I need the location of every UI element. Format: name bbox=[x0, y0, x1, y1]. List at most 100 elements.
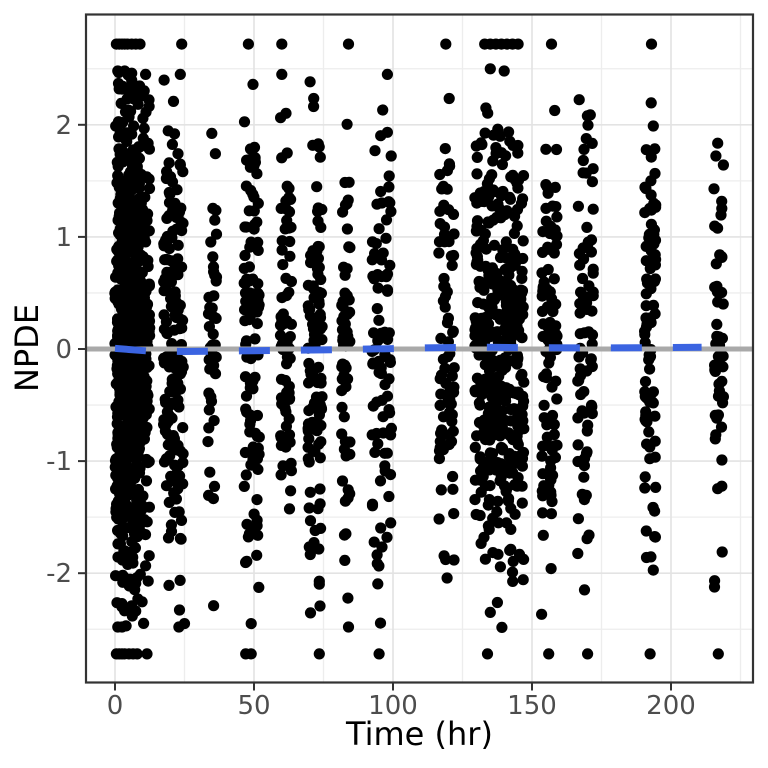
data-point bbox=[132, 98, 144, 110]
data-point bbox=[239, 371, 252, 383]
data-point bbox=[377, 247, 389, 259]
data-point bbox=[440, 377, 452, 389]
data-point bbox=[645, 97, 657, 109]
data-point bbox=[439, 362, 451, 374]
data-point bbox=[172, 239, 184, 251]
data-point bbox=[494, 561, 506, 573]
outlier-data-point bbox=[245, 618, 257, 630]
data-point bbox=[493, 202, 505, 214]
data-point bbox=[583, 280, 595, 292]
data-point bbox=[207, 251, 219, 263]
data-point bbox=[448, 554, 460, 566]
data-point bbox=[279, 374, 291, 387]
data-point bbox=[118, 511, 130, 523]
data-point bbox=[126, 260, 138, 272]
data-point bbox=[285, 485, 297, 497]
data-point bbox=[281, 147, 293, 159]
data-point bbox=[443, 92, 455, 105]
data-point bbox=[480, 243, 492, 255]
data-point bbox=[280, 406, 292, 418]
data-point bbox=[587, 290, 599, 302]
data-point bbox=[124, 421, 136, 433]
data-point bbox=[497, 354, 509, 366]
data-point bbox=[120, 127, 132, 139]
data-point bbox=[578, 460, 591, 472]
data-point bbox=[166, 138, 178, 150]
data-point bbox=[169, 269, 181, 281]
data-point bbox=[337, 301, 349, 313]
data-point bbox=[128, 144, 140, 156]
data-point bbox=[239, 287, 252, 299]
data-point bbox=[315, 403, 328, 415]
data-point bbox=[314, 151, 326, 163]
data-point bbox=[487, 155, 499, 167]
data-point bbox=[382, 333, 394, 345]
data-point bbox=[376, 394, 388, 406]
data-point bbox=[314, 483, 326, 495]
data-point bbox=[279, 223, 291, 235]
data-point bbox=[313, 438, 325, 450]
data-point bbox=[245, 426, 257, 438]
data-point bbox=[441, 165, 453, 177]
data-point bbox=[439, 143, 451, 155]
data-point bbox=[238, 277, 250, 289]
data-point bbox=[308, 92, 320, 105]
data-point bbox=[172, 394, 184, 406]
data-point bbox=[448, 507, 460, 520]
data-point bbox=[716, 546, 728, 558]
outlier-data-point bbox=[582, 648, 594, 660]
data-point bbox=[238, 262, 250, 274]
data-point bbox=[368, 358, 380, 370]
data-point bbox=[175, 202, 187, 214]
data-point bbox=[283, 503, 296, 515]
data-point bbox=[381, 268, 394, 280]
data-point bbox=[375, 185, 387, 198]
data-point bbox=[585, 354, 597, 367]
data-point bbox=[248, 141, 261, 153]
data-point bbox=[251, 549, 263, 561]
data-point bbox=[131, 334, 143, 346]
data-point bbox=[131, 572, 143, 584]
data-point bbox=[127, 551, 139, 563]
data-point bbox=[163, 496, 175, 508]
data-point bbox=[717, 159, 730, 171]
data-point bbox=[110, 483, 122, 495]
data-point bbox=[484, 434, 496, 446]
data-point bbox=[438, 272, 450, 285]
data-point bbox=[123, 439, 135, 451]
data-point bbox=[281, 358, 293, 370]
data-point bbox=[435, 484, 447, 496]
data-point bbox=[483, 423, 495, 435]
data-point bbox=[177, 456, 189, 469]
data-point bbox=[160, 172, 172, 185]
data-point bbox=[509, 248, 521, 260]
data-point bbox=[649, 531, 662, 543]
data-point bbox=[369, 145, 381, 157]
data-point bbox=[716, 375, 728, 387]
data-point bbox=[583, 529, 595, 541]
data-point bbox=[114, 333, 126, 345]
data-point bbox=[444, 406, 456, 418]
data-point bbox=[133, 320, 145, 332]
data-point bbox=[113, 143, 125, 155]
data-point bbox=[374, 617, 387, 629]
data-point bbox=[125, 105, 137, 117]
data-point bbox=[208, 290, 220, 302]
data-point bbox=[505, 171, 517, 183]
data-point bbox=[587, 163, 599, 175]
data-point bbox=[302, 300, 314, 312]
data-point bbox=[130, 605, 142, 617]
data-point bbox=[277, 259, 289, 271]
data-point bbox=[245, 415, 257, 427]
data-point bbox=[371, 303, 383, 315]
data-point bbox=[550, 239, 563, 251]
x-tick-label: 150 bbox=[507, 691, 557, 721]
data-point bbox=[586, 329, 599, 341]
data-point bbox=[113, 243, 125, 255]
data-point bbox=[497, 442, 509, 455]
data-point bbox=[314, 452, 326, 464]
data-point bbox=[239, 446, 251, 459]
data-point bbox=[716, 195, 728, 207]
data-point bbox=[280, 107, 292, 119]
data-point bbox=[379, 460, 391, 472]
